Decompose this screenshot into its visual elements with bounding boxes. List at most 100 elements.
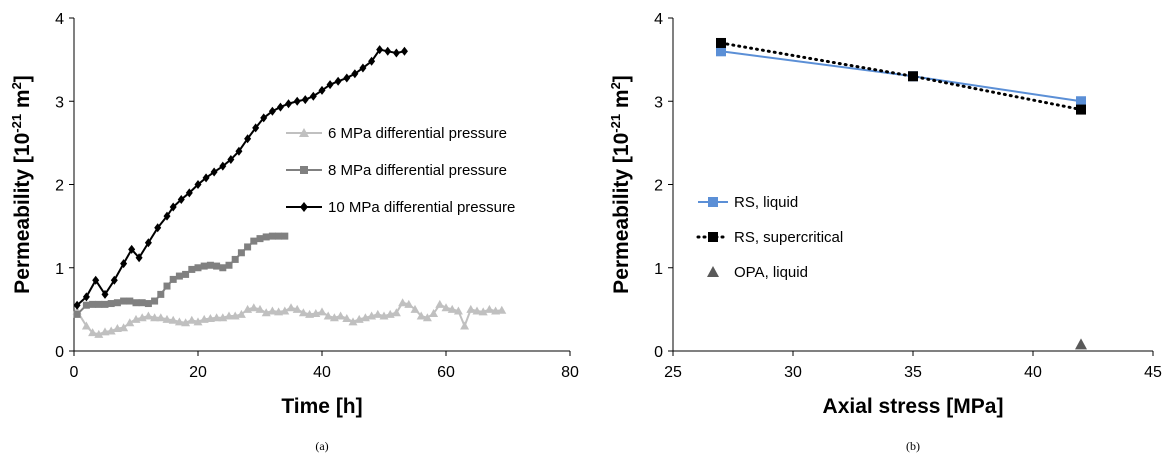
data-point	[334, 76, 342, 86]
data-point	[343, 73, 351, 83]
legend-entry: RS, supercritical	[696, 229, 843, 246]
data-point	[82, 292, 90, 302]
data-point	[157, 290, 165, 298]
data-point	[154, 223, 162, 233]
data-point	[460, 321, 470, 330]
data-point	[81, 321, 91, 330]
data-point	[219, 264, 227, 272]
y-axis-title-sup: -21	[608, 114, 623, 133]
data-point	[491, 306, 501, 315]
series-1	[73, 232, 289, 318]
data-point	[268, 106, 276, 116]
data-point	[244, 134, 252, 144]
x-tick-label: 40	[313, 364, 331, 381]
y-axis-title-sup: -21	[9, 114, 24, 133]
legend-label: 8 MPa differential pressure	[328, 162, 507, 179]
data-point	[422, 313, 432, 322]
data-point	[95, 300, 103, 308]
data-point	[286, 303, 296, 312]
data-point	[275, 232, 283, 240]
y-axis-title: Permeability [10-21 m2]	[608, 75, 633, 294]
chart-a-svg: 0 20 40 60 80 0 1 2 3 4 Time [h] Permeability [10-2…	[9, 11, 579, 453]
data-point	[206, 261, 214, 269]
data-point	[250, 237, 258, 245]
legend-marker	[707, 266, 719, 277]
data-point	[213, 262, 221, 270]
y-tick-label: 2	[55, 178, 64, 195]
data-point	[274, 307, 284, 316]
data-point	[249, 303, 259, 312]
legend-label: RS, supercritical	[734, 229, 843, 246]
data-point	[285, 99, 293, 109]
y-tick-label: 3	[654, 94, 663, 111]
data-point	[318, 85, 326, 95]
data-point	[144, 238, 152, 248]
series-line	[720, 50, 1082, 103]
x-axis-title: Axial stress [MPa]	[823, 395, 1004, 418]
legend-entry: RS, liquid	[698, 194, 798, 211]
data-point	[410, 304, 420, 313]
data-point	[292, 304, 302, 313]
y-axis-title-part: m	[610, 89, 633, 114]
y-tick-label: 0	[654, 344, 663, 361]
data-point	[175, 272, 183, 280]
data-point	[326, 80, 334, 90]
data-point	[260, 113, 268, 123]
data-point	[132, 299, 140, 307]
y-axis-title-sup: 2	[608, 82, 623, 89]
data-point	[205, 314, 215, 323]
data-point	[94, 329, 104, 338]
figure-caption: (b)	[906, 439, 920, 453]
data-point	[88, 328, 98, 337]
x-tick-label: 0	[70, 364, 79, 381]
data-point	[107, 300, 115, 308]
data-point	[466, 304, 476, 313]
data-point	[293, 96, 301, 106]
y-axis-title-part: Permeability [10	[610, 133, 633, 294]
data-point	[101, 289, 109, 299]
data-point	[472, 306, 482, 315]
data-point	[120, 297, 128, 305]
x-tick-label: 30	[784, 364, 802, 381]
legend-marker	[300, 202, 308, 212]
x-tick-label: 45	[1144, 364, 1162, 381]
data-point	[276, 102, 284, 112]
y-axis-title-part: Permeability [10	[11, 133, 34, 294]
series-line	[719, 41, 1083, 112]
data-point	[497, 305, 507, 314]
y-axis-title: Permeability [10-21 m2]	[9, 75, 34, 294]
data-point	[392, 48, 400, 58]
data-point	[256, 235, 264, 243]
data-point	[224, 311, 234, 320]
x-tick-label: 60	[437, 364, 455, 381]
data-point	[280, 306, 290, 315]
data-point	[168, 315, 178, 324]
y-tick-label: 4	[55, 11, 64, 28]
series-line	[76, 48, 405, 306]
data-point	[237, 249, 245, 257]
data-point	[194, 180, 202, 189]
legend-marker	[299, 128, 309, 137]
data-point	[202, 173, 210, 183]
data-point	[82, 301, 90, 309]
legend-entry: 8 MPa differential pressure	[286, 162, 507, 179]
data-point	[351, 69, 359, 79]
x-tick-label: 20	[189, 364, 207, 381]
data-point	[267, 306, 277, 315]
x-tick-label: 80	[561, 364, 579, 381]
legend-label: 10 MPa differential pressure	[328, 199, 515, 216]
data-point	[110, 275, 118, 285]
data-point	[135, 253, 143, 263]
data-point	[187, 315, 197, 324]
data-point	[106, 326, 116, 335]
data-point	[244, 243, 252, 251]
data-point	[236, 309, 246, 318]
data-point	[112, 324, 122, 333]
data-point	[174, 317, 184, 326]
data-point	[227, 155, 235, 165]
y-axis-title-sup: 2	[9, 82, 24, 89]
data-point	[128, 244, 136, 254]
data-point	[92, 275, 100, 285]
data-point	[400, 46, 408, 56]
data-point	[336, 311, 346, 320]
